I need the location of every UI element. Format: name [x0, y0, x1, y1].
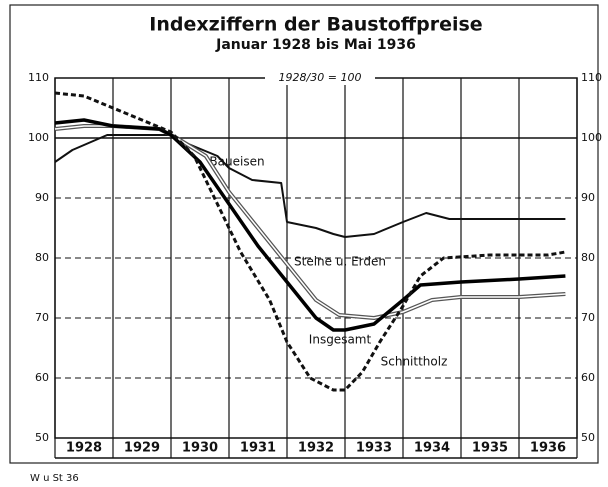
x-tick-label: 1934: [414, 441, 450, 456]
x-tick-label: 1928: [66, 441, 102, 456]
x-tick-label: 1936: [530, 441, 566, 456]
annotation-bg: [265, 71, 375, 85]
x-tick-label: 1935: [472, 441, 508, 456]
y2-tick-label: 90: [581, 191, 595, 204]
series-label: Baueisen: [209, 155, 264, 169]
chart-title: Indexziffern der Baustoffpreise: [149, 14, 482, 36]
y-tick-label: 100: [28, 131, 49, 144]
source: W u St 36: [30, 473, 79, 484]
y-tick-label: 90: [35, 191, 49, 204]
outer-frame: [9, 4, 599, 464]
series-label: Schnittholz: [381, 355, 448, 369]
y2-tick-label: 50: [581, 431, 595, 444]
y-tick-label: 60: [35, 371, 49, 384]
series-line: [54, 125, 566, 319]
series-line: [54, 124, 566, 320]
y-tick-label: 80: [35, 251, 49, 264]
y-tick-label: 50: [35, 431, 49, 444]
x-tick-label: 1933: [356, 441, 392, 456]
x-tick-label: 1932: [298, 441, 334, 456]
annotation: 1928/30 = 100: [279, 71, 362, 84]
y2-tick-label: 110: [581, 71, 602, 84]
x-tick-label: 1930: [182, 441, 218, 456]
series-line: [54, 118, 566, 332]
y-tick-label: 70: [35, 311, 49, 324]
series-label: Insgesamt: [309, 333, 372, 347]
series-line: [54, 134, 566, 238]
chart-subtitle: Januar 1928 bis Mai 1936: [215, 37, 416, 53]
y2-tick-label: 70: [581, 311, 595, 324]
y2-tick-label: 80: [581, 251, 595, 264]
y2-tick-label: 60: [581, 371, 595, 384]
x-tick-label: 1931: [240, 441, 276, 456]
series-label: Steine u. Erden: [294, 255, 386, 269]
y-tick-label: 110: [28, 71, 49, 84]
x-tick-label: 1929: [124, 441, 160, 456]
series-line: [54, 91, 566, 392]
y2-tick-label: 100: [581, 131, 602, 144]
